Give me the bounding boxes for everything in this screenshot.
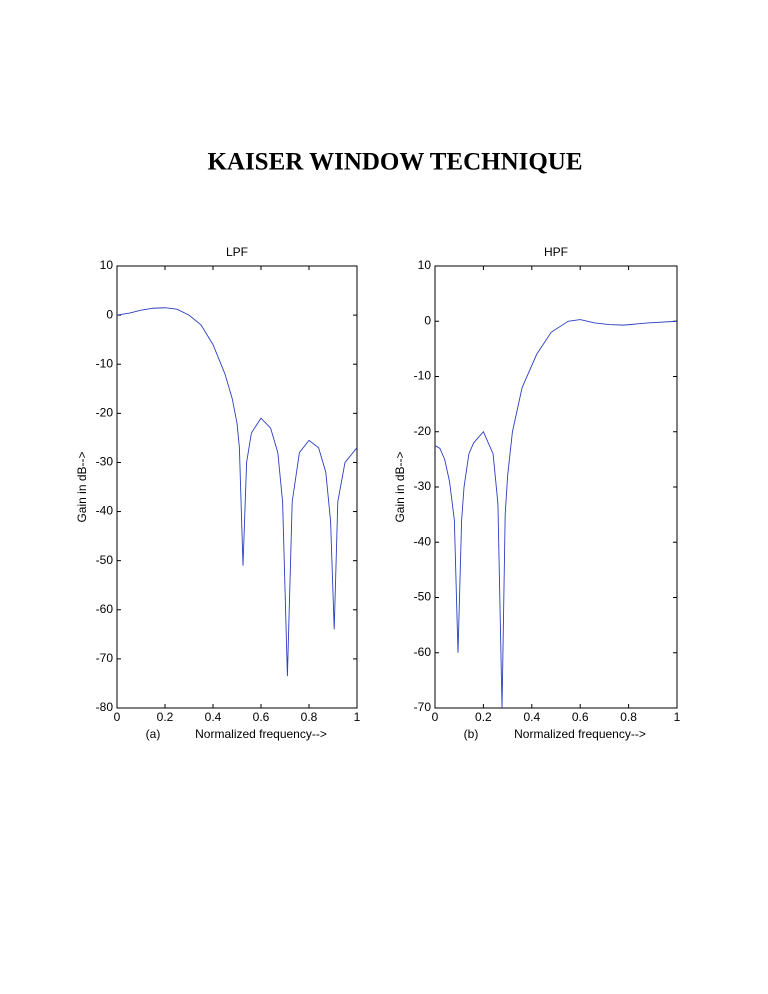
y-tick-label: -60 (96, 602, 114, 616)
y-tick-label: -70 (414, 700, 432, 714)
caption: (a) (146, 727, 161, 741)
chart-title: HPF (544, 245, 568, 259)
x-tick-label: 0 (432, 710, 439, 724)
x-tick-label: 0.4 (205, 710, 222, 724)
x-tick-label: 1 (354, 710, 361, 724)
plot-frame (116, 265, 358, 709)
y-tick-label: -30 (96, 455, 114, 469)
y-tick-label: 10 (418, 258, 432, 272)
y-axis-label: Gain in dB--> (75, 451, 89, 522)
y-tick-label: -40 (96, 504, 114, 518)
x-tick-label: 0.6 (253, 710, 270, 724)
data-line (434, 319, 678, 709)
y-tick-label: -10 (96, 356, 114, 370)
plot-frame (434, 265, 678, 709)
y-tick-label: 0 (106, 307, 113, 321)
caption: (b) (464, 727, 479, 741)
x-tick-label: 0.8 (301, 710, 318, 724)
y-tick-label: -50 (414, 590, 432, 604)
y-tick-label: 10 (100, 258, 114, 272)
page-title: KAISER WINDOW TECHNIQUE (207, 149, 582, 176)
y-tick-label: -80 (96, 700, 114, 714)
x-tick-label: 0.4 (523, 710, 540, 724)
y-tick-label: -30 (414, 479, 432, 493)
chart-title: LPF (226, 245, 248, 259)
y-tick-label: -50 (96, 553, 114, 567)
x-tick-label: 0 (114, 710, 121, 724)
y-tick-label: -20 (96, 406, 114, 420)
x-tick-label: 0.8 (620, 710, 637, 724)
y-tick-label: -10 (414, 369, 432, 383)
x-axis-label: Normalized frequency--> (195, 727, 327, 741)
y-tick-label: -70 (96, 651, 114, 665)
y-tick-label: -40 (414, 534, 432, 548)
x-tick-label: 0.2 (157, 710, 174, 724)
x-tick-label: 0.2 (475, 710, 492, 724)
x-tick-label: 0.6 (572, 710, 589, 724)
y-axis-label: Gain in dB--> (393, 451, 407, 522)
x-axis-label: Normalized frequency--> (514, 727, 646, 741)
y-tick-label: -60 (414, 645, 432, 659)
data-line (116, 307, 358, 677)
x-tick-label: 1 (674, 710, 681, 724)
y-tick-label: 0 (424, 313, 431, 327)
y-tick-label: -20 (414, 424, 432, 438)
